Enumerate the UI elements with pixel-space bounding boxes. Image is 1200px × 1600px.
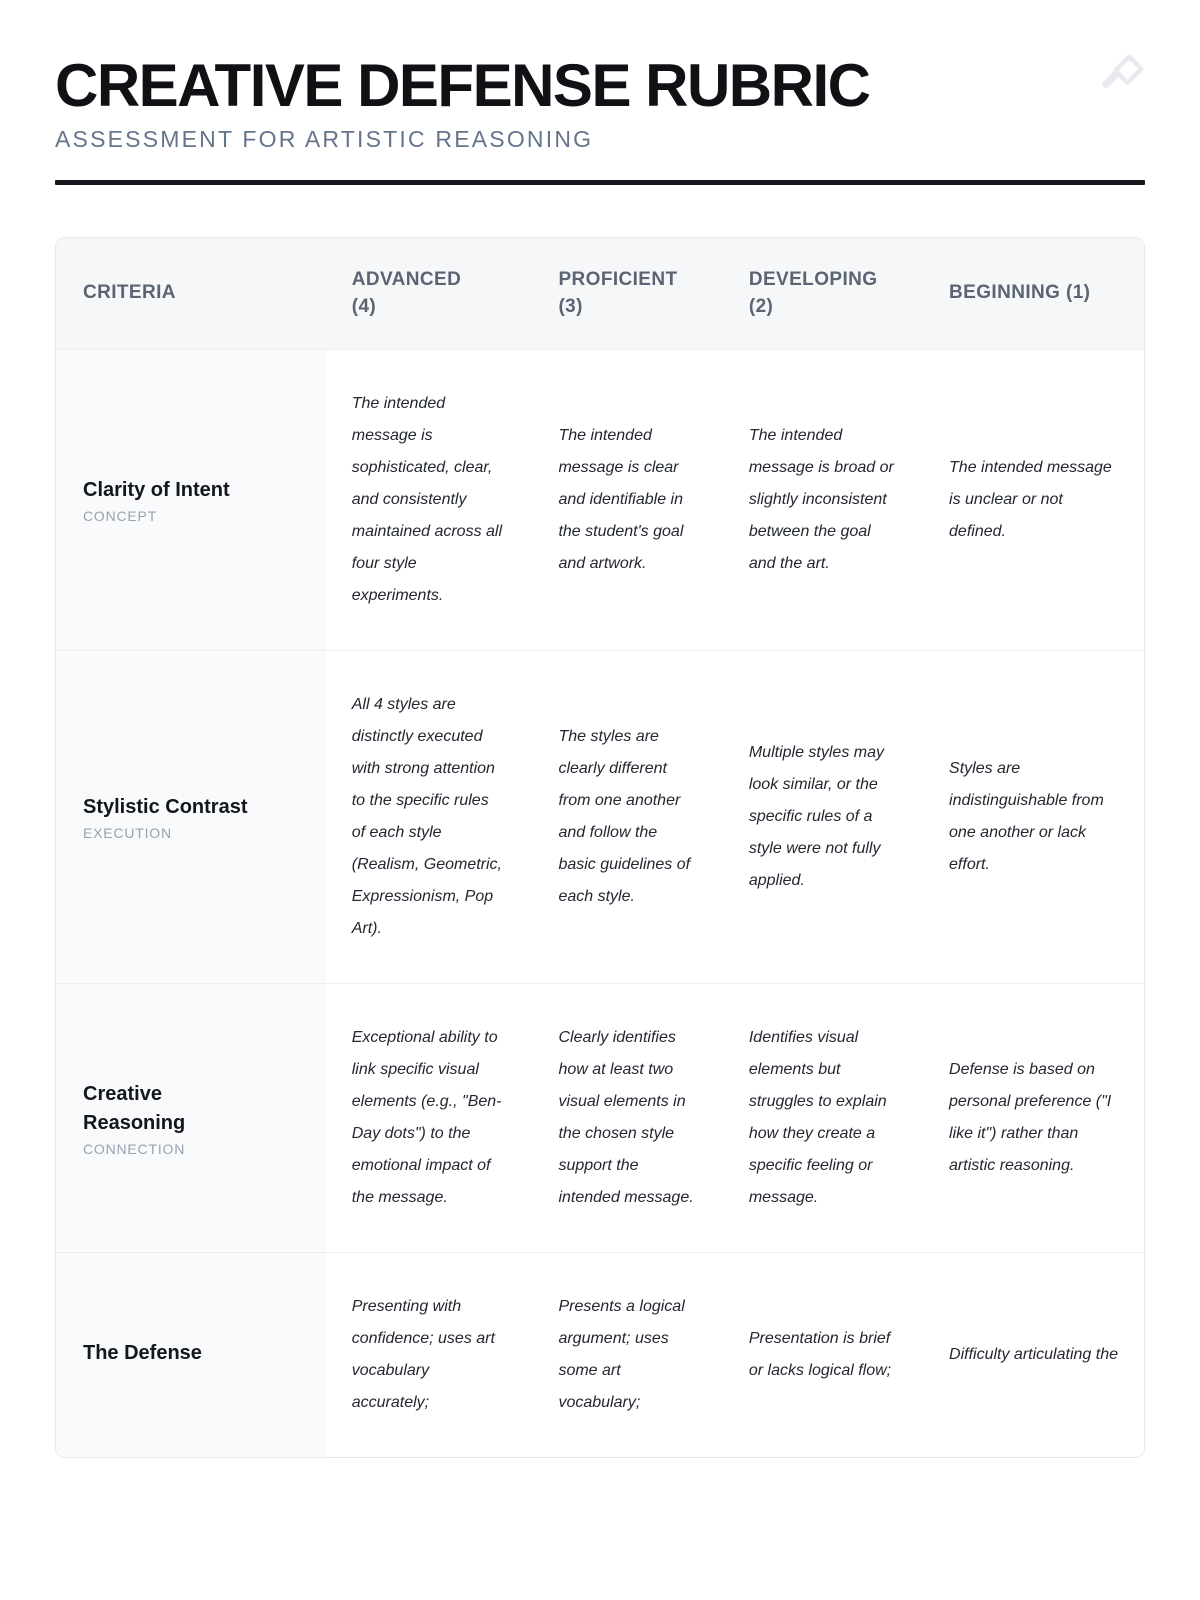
column-header-criteria: CRITERIA: [56, 238, 325, 350]
criterion-title: Stylistic Contrast: [83, 796, 248, 819]
criterion-cell: Clarity of Intent CONCEPT: [56, 349, 325, 651]
advanced-cell: All 4 styles are distinctly executed wit…: [351, 696, 502, 938]
pushpin-icon: [1102, 54, 1144, 88]
table-row-stylistic-contrast: Stylistic Contrast EXECUTION All 4 style…: [56, 650, 1144, 984]
beginning-cell: Styles are indistinguishable from one an…: [949, 760, 1104, 874]
developing-cell: Identifies visual elements but struggles…: [748, 1029, 887, 1207]
criterion-cell: The Defense: [56, 1252, 325, 1458]
proficient-cell: Presents a logical argument; uses some a…: [558, 1298, 685, 1412]
proficient-cell: The intended message is clear and identi…: [558, 427, 684, 573]
table-row-clarity-of-intent: Clarity of Intent CONCEPT The intended m…: [56, 349, 1144, 651]
column-header-proficient: PROFICIENT (3): [531, 238, 722, 350]
page-title: CREATIVE DEFENSE RUBRIC: [55, 52, 871, 119]
criterion-tag: EXECUTION: [83, 825, 172, 842]
criterion-tag: CONNECTION: [83, 1140, 186, 1157]
criterion-cell: Creative Reasoning CONNECTION: [56, 983, 325, 1253]
table-row-creative-reasoning: Creative Reasoning CONNECTION Exceptiona…: [56, 983, 1144, 1253]
beginning-cell: Defense is based on personal preference …: [949, 1061, 1112, 1175]
beginning-cell: Difficulty articulating the: [949, 1346, 1118, 1364]
page-subtitle: ASSESSMENT FOR ARTISTIC REASONING: [55, 126, 594, 152]
beginning-cell: The intended message is unclear or not d…: [949, 459, 1112, 541]
developing-cell: Presentation is brief or lacks logical f…: [748, 1330, 892, 1380]
criterion-cell: Stylistic Contrast EXECUTION: [56, 650, 325, 984]
rubric-table: CRITERIA ADVANCED (4) PROFICIENT (3) DEV…: [55, 237, 1145, 1459]
developing-cell: The intended message is broad or slightl…: [748, 427, 894, 573]
column-header-developing: DEVELOPING (2): [721, 238, 923, 350]
criterion-title: Clarity of Intent: [83, 479, 230, 502]
criterion-tag: CONCEPT: [83, 508, 158, 525]
advanced-cell: The intended message is sophisticated, c…: [351, 395, 503, 605]
proficient-cell: The styles are clearly different from on…: [558, 728, 691, 906]
criterion-title: Creative Reasoning: [83, 1082, 186, 1134]
proficient-cell: Clearly identifies how at least two visu…: [558, 1029, 694, 1207]
criterion-title: The Defense: [83, 1342, 202, 1365]
developing-cell: Multiple styles may look similar, or the…: [748, 744, 884, 890]
rubric-page: CREATIVE DEFENSE RUBRIC ASSESSMENT FOR A…: [55, 52, 1145, 1459]
advanced-cell: Exceptional ability to link specific vis…: [351, 1029, 502, 1207]
advanced-cell: Presenting with confidence; uses art voc…: [351, 1298, 495, 1412]
table-header-row: CRITERIA ADVANCED (4) PROFICIENT (3) DEV…: [56, 238, 1144, 350]
column-header-advanced: ADVANCED (4): [324, 238, 532, 350]
column-header-beginning: BEGINNING (1): [922, 238, 1144, 350]
table-row-the-defense: The Defense Presenting with confidence; …: [56, 1252, 1144, 1458]
divider: [55, 180, 1145, 185]
